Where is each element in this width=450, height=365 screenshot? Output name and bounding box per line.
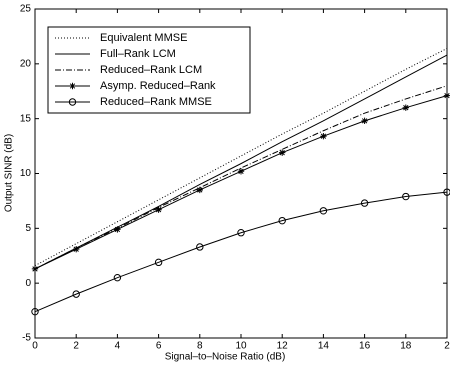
marker [113, 273, 122, 282]
marker [443, 188, 450, 196]
marker [279, 149, 286, 156]
legend-label: Equivalent MMSE [100, 32, 187, 44]
legend-label: Reduced–Rank LCM [100, 64, 202, 76]
marker [402, 192, 410, 201]
x-tick-label: 2 [73, 341, 79, 352]
y-tick-label: 20 [20, 58, 32, 69]
legend-label: Full–Rank LCM [100, 48, 176, 60]
marker [73, 245, 80, 253]
marker [114, 226, 121, 233]
y-tick-label: 5 [25, 223, 31, 234]
x-tick-label: 8 [197, 341, 203, 352]
x-tick-label: 12 [277, 341, 289, 352]
x-tick-label: 6 [156, 341, 162, 352]
marker [320, 133, 327, 140]
y-tick-label: 10 [20, 168, 32, 179]
x-tick-label: 16 [359, 341, 371, 352]
y-tick-label: -5 [22, 333, 31, 344]
marker [278, 216, 286, 225]
series-line [34, 54, 448, 270]
marker [361, 117, 368, 125]
x-tick-label: 14 [318, 341, 330, 352]
x-axis-label: Signal–to–Noise Ratio (dB) [165, 352, 286, 363]
marker [237, 168, 245, 175]
marker [196, 243, 204, 251]
marker [31, 265, 39, 273]
marker [402, 104, 409, 111]
y-axis-label: Output SINR (dB) [4, 134, 15, 212]
marker [319, 207, 328, 215]
marker [72, 290, 80, 298]
legend-marker [69, 82, 76, 90]
legend-label: Reduced–Rank MMSE [100, 96, 212, 108]
y-tick-label: 25 [20, 4, 32, 15]
y-tick-label: 15 [20, 113, 32, 124]
marker [237, 229, 245, 237]
x-tick-label: 2 [444, 341, 450, 352]
y-tick-label: 0 [25, 278, 31, 289]
legend-label: Asymp. Reduced–Rank [100, 80, 216, 92]
legend-marker [68, 98, 77, 106]
series-line [34, 85, 448, 270]
marker [31, 307, 39, 316]
marker [196, 186, 203, 194]
x-tick-label: 0 [32, 341, 38, 352]
x-tick-label: 18 [400, 341, 412, 352]
marker [154, 258, 163, 267]
series-line [34, 191, 448, 313]
series-line [34, 95, 448, 270]
marker [443, 92, 450, 99]
x-tick-label: 10 [235, 341, 247, 352]
marker [360, 199, 369, 207]
x-tick-label: 4 [115, 341, 121, 352]
marker [155, 206, 162, 213]
